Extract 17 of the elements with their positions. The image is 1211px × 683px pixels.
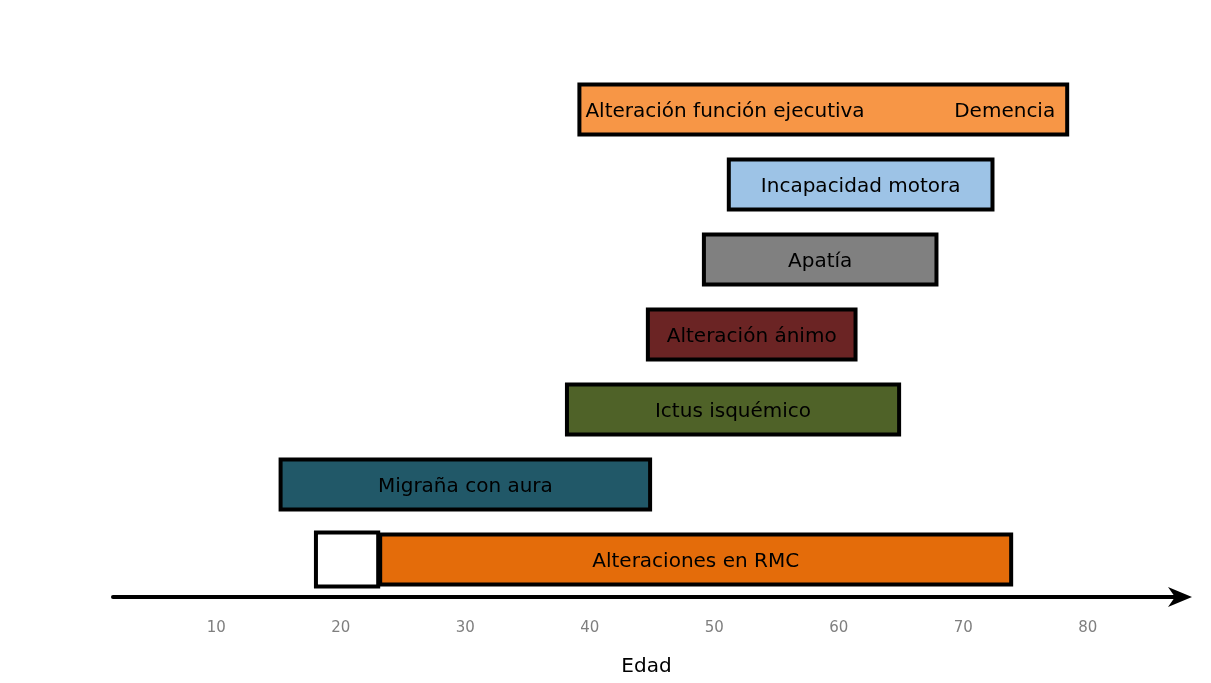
x-axis-title: Edad — [621, 653, 672, 677]
x-tick-label: 70 — [953, 617, 973, 636]
x-tick-label: 50 — [704, 617, 724, 636]
y-tick-label: Alteración función ejecutiva — [585, 97, 865, 122]
y-tick-label: Migraña con aura — [377, 472, 553, 497]
y-tick-label: Alteración ánimo — [666, 322, 837, 347]
x-tick-label: 40 — [580, 617, 600, 636]
y-tick-label: Apatía — [788, 247, 853, 272]
x-tick-label: 10 — [206, 617, 226, 636]
x-tick-label: 80 — [1078, 617, 1098, 636]
y-tick-label: Alteraciones en RMC — [592, 547, 800, 572]
x-tick-label: 20 — [331, 617, 351, 636]
y-tick-label: Ictus isquémico — [654, 397, 812, 422]
x-tick-label: 60 — [829, 617, 849, 636]
x-tick-label: 30 — [455, 617, 475, 636]
y-tick-label: Incapacidad motora — [760, 172, 961, 197]
annotation: Demencia — [954, 97, 1056, 122]
